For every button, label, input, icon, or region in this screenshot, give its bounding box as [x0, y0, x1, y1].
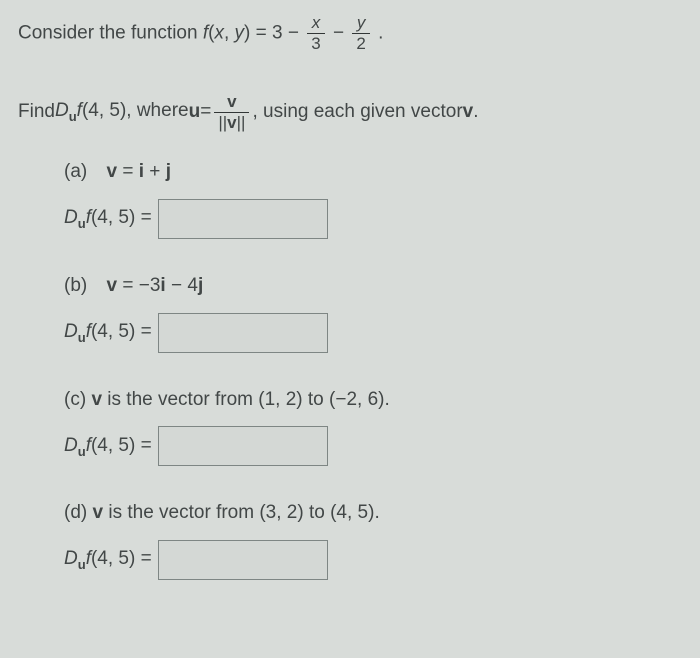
part-b-sub: u [78, 330, 86, 345]
part-d-tag: (d) [64, 502, 93, 523]
comma: , [224, 22, 235, 43]
part-b-expr-eq: = −3 [117, 275, 160, 296]
find-prefix: Find [18, 99, 55, 125]
part-d-D: D [64, 548, 78, 569]
function-definition: Consider the function f(x, y) = 3 − x 3 … [18, 14, 682, 53]
intro-period: . [378, 22, 383, 43]
part-c-answer-input[interactable] [158, 426, 328, 466]
part-c: (c) v is the vector from (1, 2) to (−2, … [64, 387, 682, 467]
part-a-answer-row: Duf(4, 5) = [64, 199, 682, 239]
part-c-lhs: Duf(4, 5) = [64, 433, 152, 460]
part-a-expr-eq: = [117, 161, 139, 182]
part-c-sub: u [78, 443, 86, 458]
part-d: (d) v is the vector from (3, 2) to (4, 5… [64, 500, 682, 580]
part-d-text: is the vector from (3, 2) to (4, 5). [103, 502, 380, 523]
part-c-D: D [64, 435, 78, 456]
fraction-x-over-3: x 3 [307, 14, 324, 53]
frac1-den: 3 [307, 33, 324, 53]
find-frac-num: v [214, 93, 249, 112]
part-a-args: (4, 5) = [91, 207, 152, 228]
part-c-answer-row: Duf(4, 5) = [64, 426, 682, 466]
part-d-answer-row: Duf(4, 5) = [64, 540, 682, 580]
find-directional-derivative: Find Duf(4, 5), where u = v ||v|| , usin… [18, 93, 479, 132]
fraction-y-over-2: y 2 [352, 14, 369, 53]
part-d-sub: u [78, 557, 86, 572]
find-D: D [55, 100, 69, 121]
find-eq: = [200, 99, 211, 125]
part-c-text: is the vector from (1, 2) to (−2, 6). [102, 389, 390, 410]
part-d-answer-input[interactable] [158, 540, 328, 580]
var-y: y [235, 22, 245, 43]
part-b-label: (b) v = −3i − 4j [64, 273, 203, 299]
part-b-tag: (b) [64, 275, 87, 296]
part-c-label: (c) v is the vector from (1, 2) to (−2, … [64, 387, 390, 413]
find-u: u [189, 99, 201, 125]
find-args: (4, 5), where [82, 100, 189, 121]
frac2-num: y [352, 14, 369, 33]
part-c-tag: (c) [64, 389, 91, 410]
part-a-label: (a) v = i + j [64, 159, 171, 185]
frac1-num: x [307, 14, 324, 33]
find-frac-den: ||v|| [214, 112, 249, 132]
minus-between: − [333, 22, 349, 43]
frac2-den: 2 [352, 33, 369, 53]
part-d-label: (d) v is the vector from (3, 2) to (4, 5… [64, 500, 380, 526]
part-a-D: D [64, 207, 78, 228]
find-v-end: v [463, 99, 474, 125]
part-d-lhs: Duf(4, 5) = [64, 546, 152, 573]
part-c-v: v [91, 389, 102, 410]
part-a-answer-input[interactable] [158, 199, 328, 239]
eq-start: ) = 3 − [244, 22, 304, 43]
part-c-args: (4, 5) = [91, 435, 152, 456]
part-b-answer-input[interactable] [158, 313, 328, 353]
find-period: . [473, 99, 478, 125]
part-a-plus: + [144, 161, 166, 182]
find-sub-u: u [69, 109, 77, 124]
part-a-lhs: Duf(4, 5) = [64, 205, 152, 232]
part-d-v: v [93, 502, 104, 523]
part-a: (a) v = i + j Duf(4, 5) = [64, 159, 682, 239]
part-b-v: v [107, 275, 118, 296]
part-b-minus: − 4 [166, 275, 198, 296]
intro-prefix: Consider the function [18, 22, 203, 43]
part-a-sub: u [78, 216, 86, 231]
part-b-j: j [198, 275, 203, 296]
part-b: (b) v = −3i − 4j Duf(4, 5) = [64, 273, 682, 353]
var-x: x [214, 22, 224, 43]
part-b-D: D [64, 321, 78, 342]
part-a-v: v [107, 161, 118, 182]
part-d-args: (4, 5) = [91, 548, 152, 569]
part-a-j: j [166, 161, 171, 182]
fraction-v-over-norm-v: v ||v|| [214, 93, 249, 132]
part-a-tag: (a) [64, 161, 87, 182]
part-b-lhs: Duf(4, 5) = [64, 319, 152, 346]
part-b-args: (4, 5) = [91, 321, 152, 342]
problem-page: Consider the function f(x, y) = 3 − x 3 … [0, 0, 700, 598]
part-b-answer-row: Duf(4, 5) = [64, 313, 682, 353]
find-suffix: , using each given vector [252, 99, 462, 125]
